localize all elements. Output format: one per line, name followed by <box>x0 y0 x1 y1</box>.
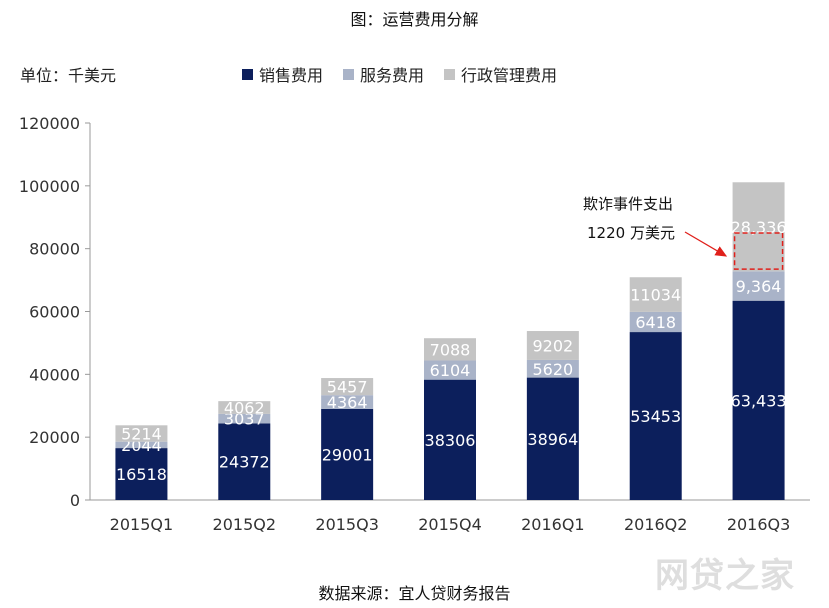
legend: 销售费用 服务费用 行政管理费用 <box>242 62 557 86</box>
annotation-line-2: 1220 万美元 <box>587 224 675 242</box>
x-tick-label: 2015Q4 <box>418 515 482 534</box>
data-label-sales-2015Q4: 38306 <box>425 431 476 450</box>
legend-swatch-admin <box>444 68 456 80</box>
data-label-admin-2015Q2: 4062 <box>224 399 265 418</box>
bar-admin-2015Q1 <box>115 425 168 442</box>
bar-admin-2015Q3 <box>321 378 374 396</box>
data-label-sales-2016Q2: 53453 <box>630 407 681 426</box>
bar-service-2015Q4 <box>424 360 476 380</box>
legend-label-admin: 行政管理费用 <box>461 66 558 85</box>
data-label-service-2016Q2: 6418 <box>635 313 676 332</box>
bar-service-2016Q2 <box>629 311 682 333</box>
unit-label: 单位：千美元 <box>20 66 117 85</box>
legend-label-service: 服务费用 <box>360 66 425 85</box>
data-label-service-2015Q2: 3037 <box>224 410 265 429</box>
x-tick-label: 2015Q3 <box>315 515 379 534</box>
data-label-admin-2015Q1: 5214 <box>121 424 162 443</box>
bar-sales-2016Q3 <box>732 300 785 500</box>
watermark: 网贷之家 <box>655 556 795 596</box>
data-label-admin-2015Q4: 7088 <box>430 340 471 359</box>
bar-sales-2016Q2 <box>629 332 682 500</box>
legend-swatch-sales <box>242 68 253 80</box>
bar-admin-2016Q2 <box>629 277 682 312</box>
bar-service-2015Q3 <box>321 395 374 409</box>
bar-admin-2015Q2 <box>218 401 271 414</box>
legend-label-sales: 销售费用 <box>259 66 324 85</box>
legend-item-service: 服务费用 <box>343 62 424 86</box>
bar-admin-2016Q3 <box>732 182 785 272</box>
y-tick-label: 80000 <box>29 240 80 259</box>
data-label-admin-2016Q2: 11034 <box>630 286 681 305</box>
bar-admin-2015Q4 <box>424 338 476 361</box>
data-label-admin-2016Q3: 28,336 <box>731 218 787 237</box>
bar-sales-2015Q3 <box>321 408 374 500</box>
data-label-sales-2015Q2: 24372 <box>219 453 270 472</box>
x-tick-label: 2016Q1 <box>521 515 585 534</box>
x-tick-label: 2015Q1 <box>110 515 174 534</box>
y-tick-label: 60000 <box>29 303 80 322</box>
annotation-arrow <box>684 231 728 257</box>
source-label: 数据来源：宜人贷财务报告 <box>318 584 511 603</box>
x-tick-label: 2016Q2 <box>624 515 688 534</box>
data-label-sales-2016Q3: 63,433 <box>731 391 787 410</box>
data-label-service-2015Q3: 4364 <box>327 393 368 412</box>
data-label-sales-2015Q3: 29001 <box>322 445 373 464</box>
legend-item-admin: 行政管理费用 <box>444 62 557 86</box>
bar-sales-2015Q2 <box>218 423 271 500</box>
bar-service-2015Q2 <box>218 413 271 424</box>
bar-sales-2015Q1 <box>115 448 168 500</box>
annotation-line-1: 欺诈事件支出 <box>583 195 673 213</box>
x-tick-label: 2015Q2 <box>213 515 277 534</box>
bar-service-2015Q1 <box>115 441 168 449</box>
y-tick-label: 0 <box>70 491 80 510</box>
bar-admin-2016Q1 <box>526 331 579 360</box>
data-label-sales-2016Q1: 38964 <box>527 430 578 449</box>
data-label-admin-2016Q1: 9202 <box>532 336 573 355</box>
y-tick-label: 120000 <box>19 114 80 133</box>
legend-swatch-service <box>343 68 355 80</box>
bar-service-2016Q1 <box>526 359 579 378</box>
y-tick-label: 100000 <box>19 177 80 196</box>
data-label-sales-2015Q1: 16518 <box>116 465 167 484</box>
figure-title: 图：运营费用分解 <box>350 10 479 29</box>
data-label-service-2016Q3: 9,364 <box>736 277 782 296</box>
bar-service-2016Q3 <box>732 271 785 301</box>
data-label-service-2015Q4: 6104 <box>430 361 471 380</box>
y-tick-label: 40000 <box>29 365 80 384</box>
bar-sales-2016Q1 <box>526 377 579 500</box>
legend-item-sales: 销售费用 <box>242 62 323 86</box>
highlight-box <box>733 232 784 270</box>
bar-sales-2015Q4 <box>424 379 476 500</box>
data-label-service-2016Q1: 5620 <box>532 360 573 379</box>
x-tick-label: 2016Q3 <box>727 515 791 534</box>
y-tick-label: 20000 <box>29 428 80 447</box>
data-label-admin-2015Q3: 5457 <box>327 378 368 397</box>
